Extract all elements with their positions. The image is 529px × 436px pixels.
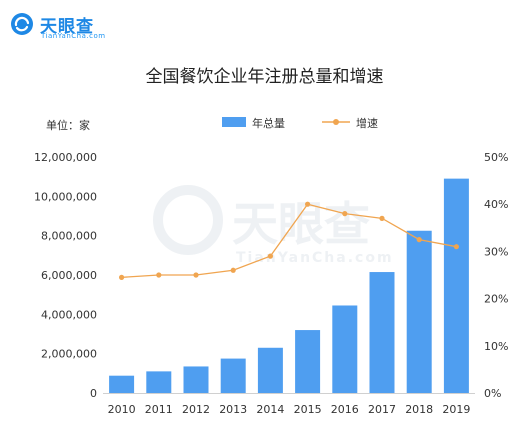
bar-2018 <box>406 230 432 393</box>
left-axis-tick-label: 2,000,000 <box>41 348 97 361</box>
x-tick-label: 2013 <box>219 403 247 416</box>
legend-bar-swatch <box>222 117 246 127</box>
bar-2012 <box>183 366 209 393</box>
x-tick-label: 2019 <box>442 403 470 416</box>
bar-2016 <box>332 305 358 393</box>
bar-2013 <box>220 358 246 393</box>
x-tick-label: 2018 <box>405 403 433 416</box>
chart-title: 全国餐饮企业年注册总量和增速 <box>145 67 384 87</box>
x-tick-label: 2015 <box>294 403 322 416</box>
logo-mark-icon <box>11 13 33 35</box>
left-axis-tick-label: 10,000,000 <box>34 190 97 203</box>
growth-point-2011 <box>156 272 162 278</box>
left-axis-tick-label: 12,000,000 <box>34 151 97 164</box>
right-axis-tick-label: 40% <box>484 198 508 211</box>
growth-point-2017 <box>379 215 385 221</box>
bar-2017 <box>369 272 395 393</box>
x-tick-label: 2011 <box>145 403 173 416</box>
legend-label-total: 年总量 <box>252 117 285 130</box>
bar-2011 <box>146 371 172 393</box>
logo-subtext: TianYanCha.com <box>41 32 106 40</box>
growth-point-2018 <box>416 237 422 243</box>
right-axis-tick-label: 30% <box>484 245 508 258</box>
right-axis-tick-label: 10% <box>484 340 508 353</box>
x-tick-label: 2010 <box>108 403 136 416</box>
logo-text: 天眼查 <box>40 17 94 37</box>
left-axis-tick-label: 8,000,000 <box>41 230 97 243</box>
left-axis-tick-label: 0 <box>90 387 97 400</box>
right-axis-tick-label: 20% <box>484 293 508 306</box>
growth-point-2010 <box>119 274 125 280</box>
x-tick-label: 2012 <box>182 403 210 416</box>
growth-point-2016 <box>342 211 348 217</box>
right-axis-tick-label: 0% <box>484 387 501 400</box>
right-axis-tick-label: 50% <box>484 151 508 164</box>
growth-point-2014 <box>267 253 273 259</box>
growth-point-2013 <box>230 267 236 273</box>
tianyancha-logo: 天眼查 TianYanCha.com <box>10 10 130 42</box>
bar-2015 <box>295 330 321 393</box>
growth-point-2019 <box>453 244 459 250</box>
growth-point-2012 <box>193 272 199 278</box>
legend-label-growth: 增速 <box>356 117 378 130</box>
growth-line <box>121 203 457 279</box>
left-axis-tick-label: 6,000,000 <box>41 269 97 282</box>
x-tick-label: 2017 <box>368 403 396 416</box>
bar-2010 <box>109 375 135 393</box>
x-tick-label: 2016 <box>331 403 359 416</box>
bar-2019 <box>443 178 469 393</box>
x-tick-label: 2014 <box>256 403 284 416</box>
growth-point-2015 <box>305 201 311 207</box>
legend-line-marker-icon <box>322 119 350 125</box>
left-axis-tick-label: 4,000,000 <box>41 308 97 321</box>
bar-2014 <box>257 347 283 393</box>
unit-label: 单位：家 <box>46 119 90 132</box>
